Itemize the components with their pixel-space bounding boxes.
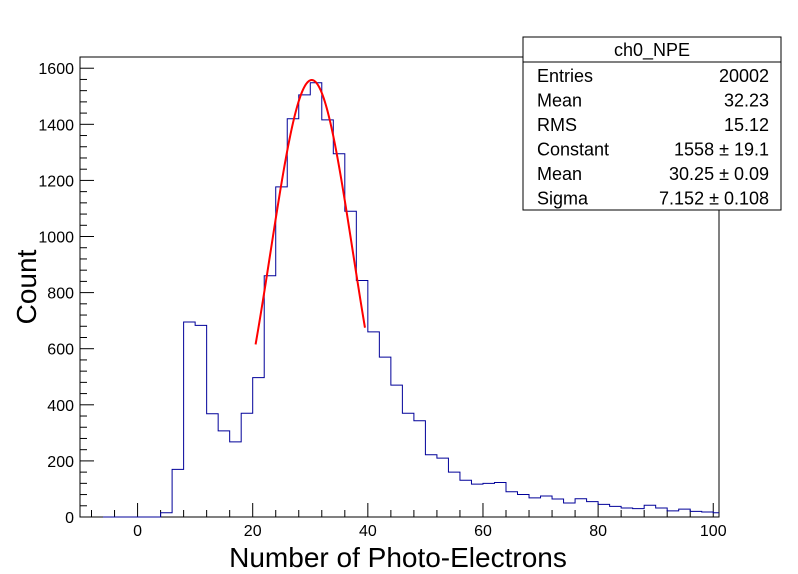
x-axis-title: Number of Photo-Electrons: [229, 542, 567, 573]
x-tick-label: 60: [474, 523, 492, 540]
stats-row-value: 1558 ± 19.1: [674, 140, 769, 160]
stats-row-label: Constant: [537, 140, 609, 160]
plot-frame: [79, 56, 720, 518]
y-axis-title: Count: [11, 249, 42, 324]
histogram-outline: [103, 82, 719, 518]
x-tick-label: 100: [700, 523, 727, 540]
stats-rows: Entries 20002 Mean 32.23 RMS 15.12 Constant 155…: [537, 66, 769, 209]
y-tick-label: 1600: [38, 61, 74, 78]
stats-row-value: 30.25 ± 0.09: [669, 164, 769, 184]
y-tick-label: 1000: [38, 230, 74, 247]
stats-box-frame: [522, 36, 782, 211]
stats-row-value: 20002: [719, 66, 769, 86]
y-tick-label: 1200: [38, 173, 74, 190]
x-tick-label: 40: [359, 523, 377, 540]
y-tick-label: 200: [47, 454, 74, 471]
y-tick-label: 1400: [38, 117, 74, 134]
y-tick-label: 400: [47, 398, 74, 415]
stats-row-label: Entries: [537, 66, 593, 86]
y-axis-ticks: 0 200 400 600 800 1000 1200 1400 1600: [38, 56, 94, 527]
x-tick-label: 80: [589, 523, 607, 540]
x-tick-label: 0: [133, 523, 142, 540]
stats-row-value: 32.23: [724, 91, 769, 111]
stats-row-value: 7.152 ± 0.108: [659, 189, 769, 209]
stats-row-label: Sigma: [537, 189, 589, 209]
y-tick-label: 600: [47, 342, 74, 359]
stats-row-label: Mean: [537, 164, 582, 184]
stats-row-label: Mean: [537, 91, 582, 111]
stats-box-title: ch0_NPE: [614, 40, 690, 61]
gaussian-fit-curve: [254, 79, 366, 345]
y-tick-label: 800: [47, 286, 74, 303]
stats-box: ch0_NPE Entries 20002 Mean 32.23 RMS 15.12 Con…: [522, 36, 782, 211]
stats-row-value: 15.12: [724, 115, 769, 135]
y-tick-label: 0: [65, 510, 74, 527]
stats-row-label: RMS: [537, 115, 577, 135]
x-tick-label: 20: [244, 523, 262, 540]
x-axis-ticks: 0 20 40 60 80 100: [91, 503, 727, 540]
